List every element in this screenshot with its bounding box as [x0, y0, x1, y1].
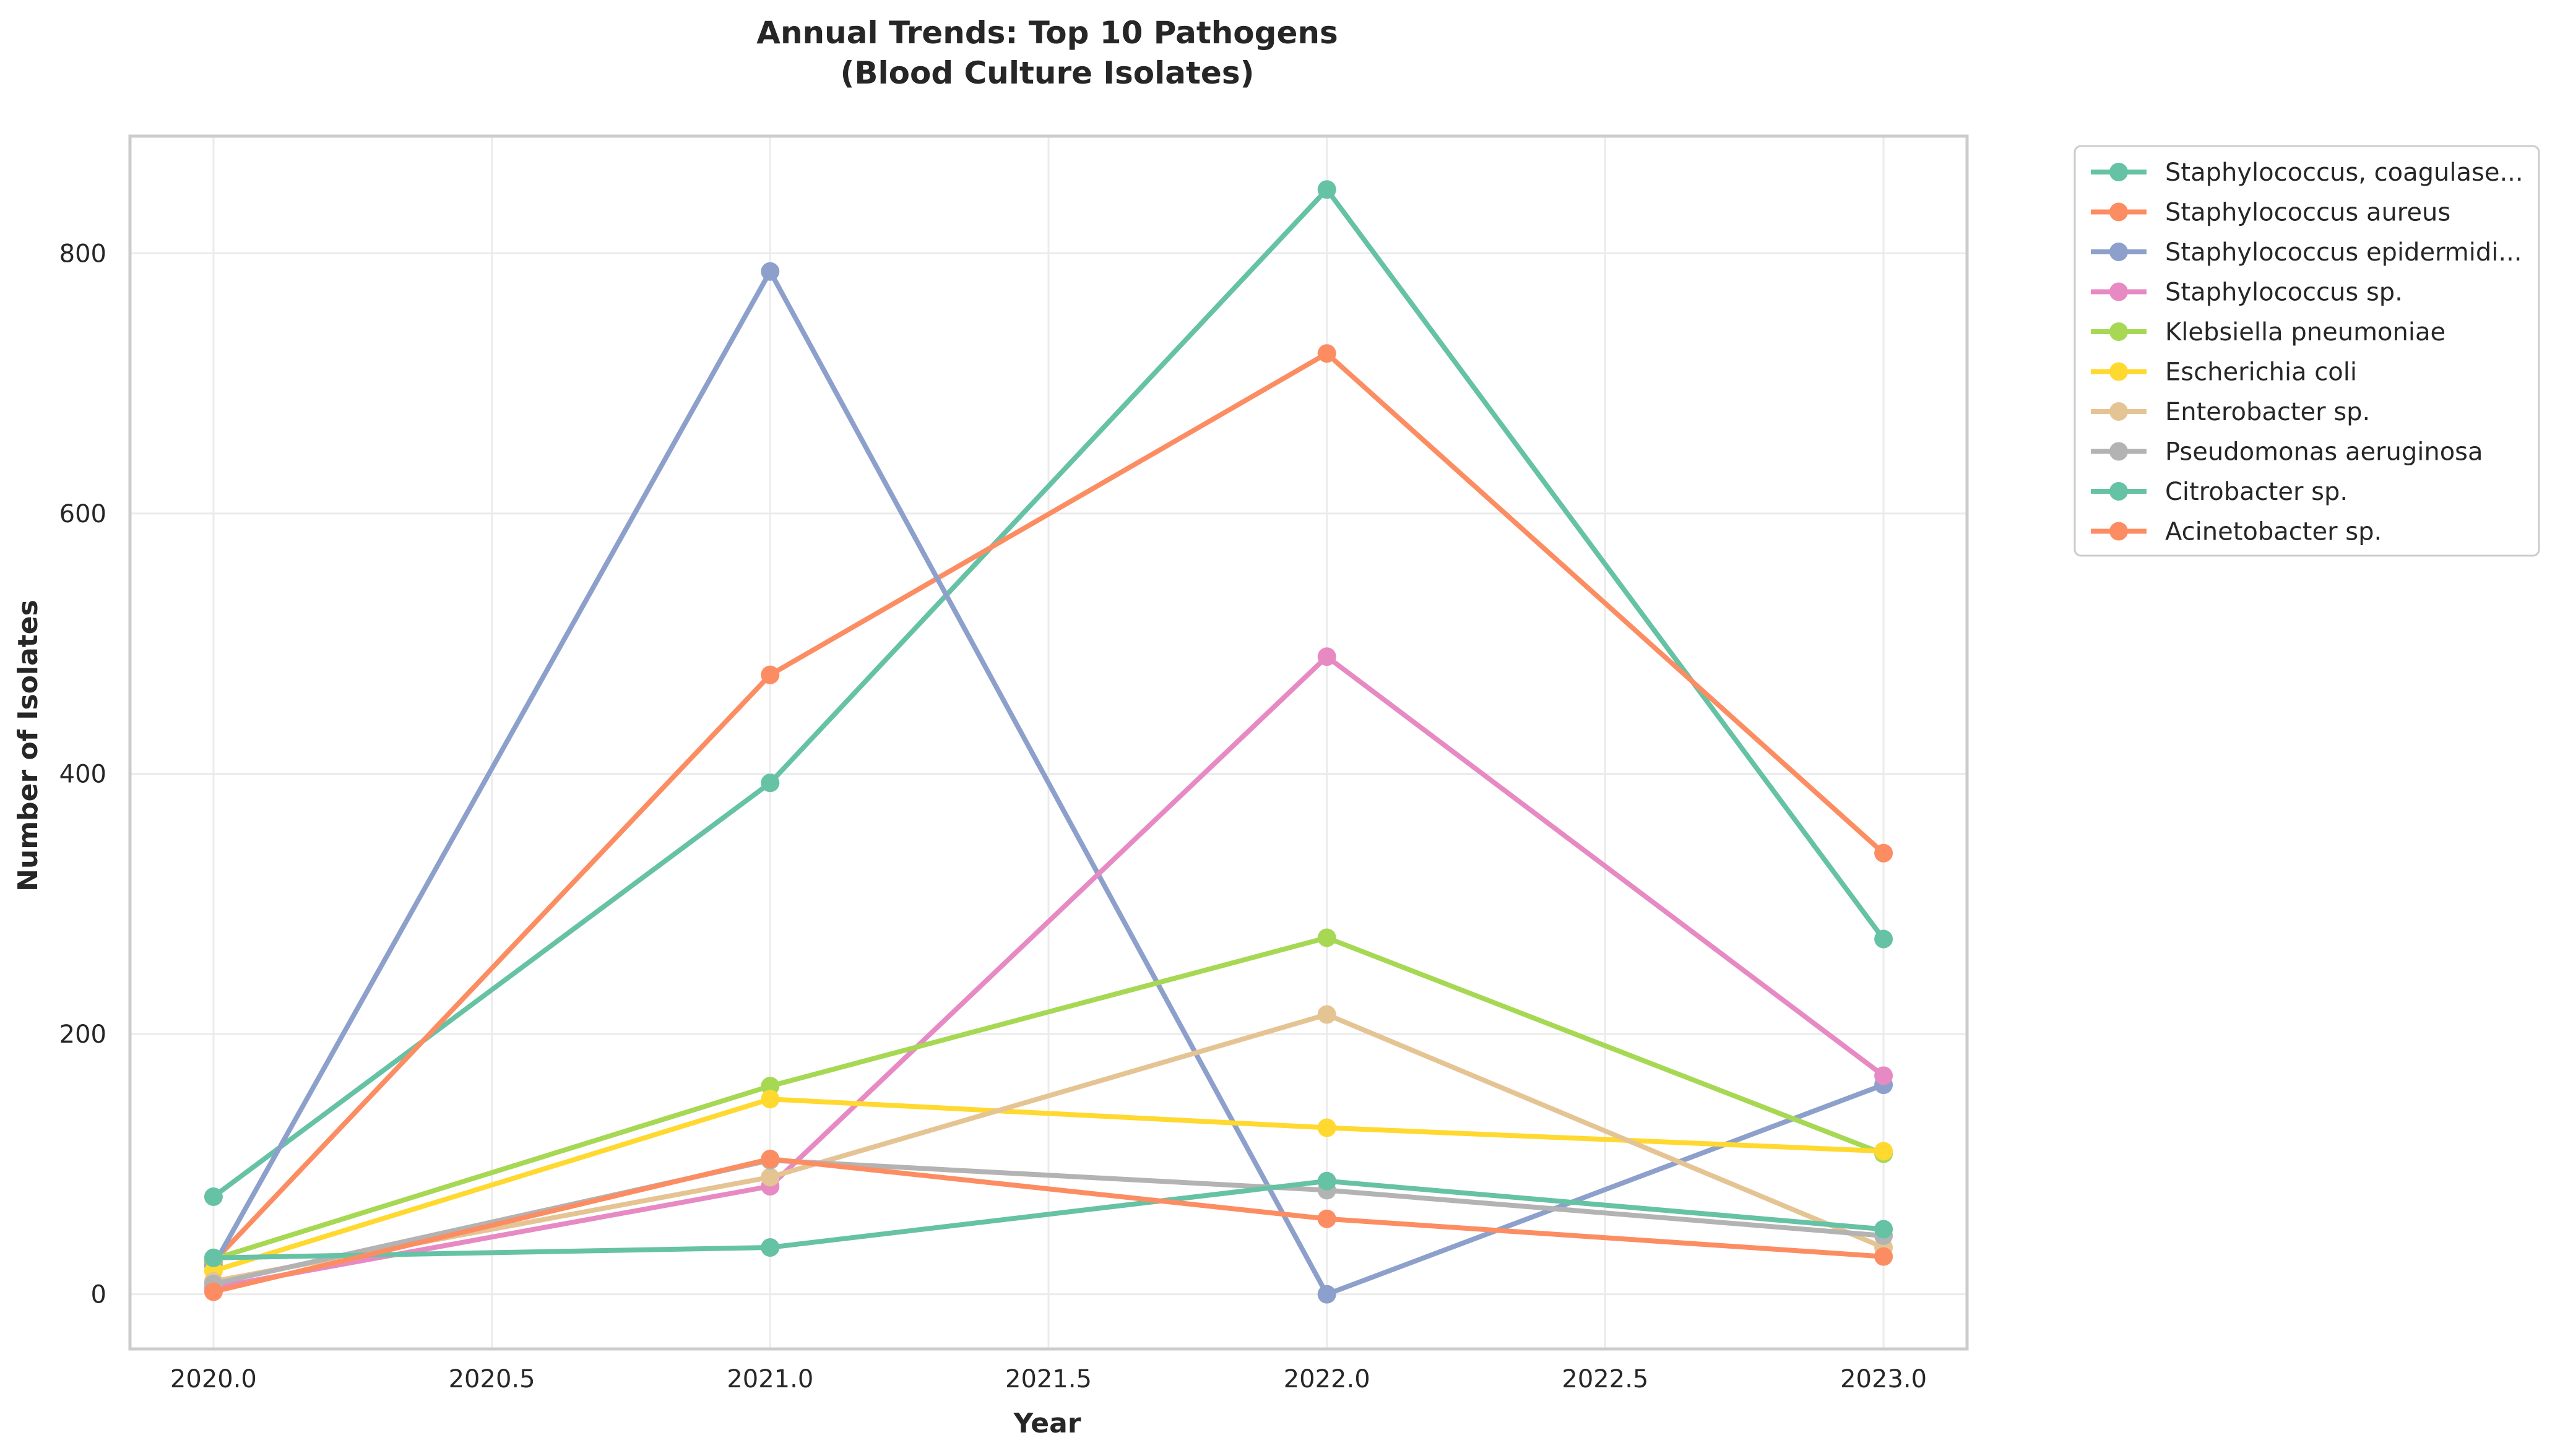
legend-label: Klebsiella pneumoniae	[2165, 318, 2445, 347]
y-tick-label: 600	[59, 500, 106, 528]
data-point	[761, 773, 780, 793]
y-tick-label: 400	[59, 760, 106, 788]
data-point	[1317, 1005, 1336, 1024]
legend-entry: Staphylococcus sp.	[2091, 278, 2403, 307]
series-line	[210, 1012, 1887, 1284]
legend-label: Staphylococcus sp.	[2165, 278, 2403, 307]
series-layer	[204, 180, 1893, 1304]
x-tick-label: 2020.5	[449, 1365, 535, 1394]
x-tick-label: 2021.5	[1005, 1365, 1092, 1394]
data-point	[1874, 1142, 1893, 1161]
x-tick-label: 2023.0	[1840, 1365, 1927, 1394]
legend-entry: Staphylococcus, coagulase...	[2091, 158, 2523, 187]
series-9	[204, 1171, 1893, 1267]
data-point	[1317, 1209, 1336, 1228]
legend-label: Pseudomonas aeruginosa	[2165, 438, 2483, 467]
legend: Staphylococcus, coagulase... Staphylococc…	[2074, 145, 2540, 557]
series-line	[210, 1178, 1887, 1260]
legend-label: Acinetobacter sp.	[2165, 518, 2382, 546]
legend-entry: Staphylococcus epidermidi...	[2091, 238, 2522, 267]
x-axis-ticks: 2020.0 2020.5 2021.0 2021.5 2022.0 2022.5 2023…	[170, 1365, 1927, 1394]
series-line	[210, 269, 1887, 1297]
legend-entry: Klebsiella pneumoniae	[2091, 318, 2445, 347]
legend-marker	[2109, 202, 2128, 222]
data-point	[1317, 1285, 1336, 1304]
legend-frame	[2074, 145, 2540, 557]
legend-marker	[2109, 522, 2128, 541]
series-line	[210, 1156, 1887, 1294]
legend-entry: Citrobacter sp.	[2091, 478, 2348, 506]
legend-label: Citrobacter sp.	[2165, 478, 2348, 506]
data-point	[761, 665, 780, 684]
data-point	[761, 1149, 780, 1168]
legend-marker	[2109, 442, 2128, 461]
y-tick-label: 0	[91, 1281, 106, 1309]
legend-marker	[2109, 322, 2128, 341]
data-point	[1874, 929, 1893, 949]
chart-title-line1: Annual Trends: Top 10 Pathogens	[756, 15, 1338, 51]
series-line	[210, 935, 1887, 1262]
legend-label: Staphylococcus epidermidi...	[2165, 238, 2522, 267]
x-tick-label: 2021.0	[727, 1365, 813, 1394]
y-axis-ticks: 0 200 400 600 800	[59, 239, 106, 1309]
legend-marker	[2109, 282, 2128, 301]
y-axis-label: Number of Isolates	[12, 600, 44, 892]
legend-entry: Staphylococcus aureus	[2091, 199, 2450, 227]
legend-marker	[2109, 243, 2128, 261]
series-line	[210, 1096, 1887, 1273]
x-tick-label: 2022.0	[1284, 1365, 1370, 1394]
series-6	[204, 1090, 1893, 1280]
data-point	[204, 1248, 223, 1267]
data-point	[761, 262, 780, 281]
plot-frame	[128, 134, 1969, 1351]
series-10	[204, 1149, 1893, 1301]
series-line	[210, 654, 1887, 1291]
legend-label: Escherichia coli	[2165, 358, 2357, 387]
legend-marker	[2109, 163, 2128, 181]
data-point	[761, 1168, 780, 1187]
series-line	[210, 1158, 1887, 1286]
x-axis-label: Year	[1013, 1408, 1081, 1439]
legend-marker	[2109, 402, 2128, 421]
data-point	[761, 1238, 780, 1257]
data-point	[1874, 1066, 1893, 1085]
chart-title-line2: (Blood Culture Isolates)	[841, 55, 1255, 91]
legend-entry: Pseudomonas aeruginosa	[2091, 438, 2483, 467]
data-point	[1317, 1171, 1336, 1191]
y-tick-label: 200	[59, 1020, 106, 1049]
data-point	[1874, 1247, 1893, 1266]
data-point	[1317, 180, 1336, 199]
y-tick-label: 800	[59, 239, 106, 268]
legend-label: Staphylococcus aureus	[2165, 199, 2450, 227]
data-point	[204, 1282, 223, 1301]
legend-marker	[2109, 362, 2128, 381]
legend-entry: Escherichia coli	[2091, 358, 2357, 387]
x-tick-label: 2022.5	[1562, 1365, 1648, 1394]
data-point	[1317, 928, 1336, 947]
legend-label: Enterobacter sp.	[2165, 398, 2370, 426]
series-1	[204, 180, 1893, 1206]
legend-entry: Enterobacter sp.	[2091, 398, 2370, 426]
data-point	[761, 1090, 780, 1109]
legend-marker	[2109, 482, 2128, 501]
data-point	[204, 1187, 223, 1206]
data-point	[1874, 843, 1893, 863]
data-point	[1874, 1220, 1893, 1239]
legend-entries: Staphylococcus, coagulase... Staphylococc…	[2091, 158, 2523, 546]
series-line	[210, 187, 1887, 1199]
data-point	[761, 1077, 780, 1096]
legend-entry: Acinetobacter sp.	[2091, 518, 2382, 546]
series-line	[210, 351, 1887, 1265]
data-point	[1317, 344, 1336, 363]
data-point	[1317, 647, 1336, 666]
legend-label: Staphylococcus, coagulase...	[2165, 158, 2523, 187]
data-point	[1317, 1118, 1336, 1137]
x-tick-label: 2020.0	[170, 1365, 257, 1394]
